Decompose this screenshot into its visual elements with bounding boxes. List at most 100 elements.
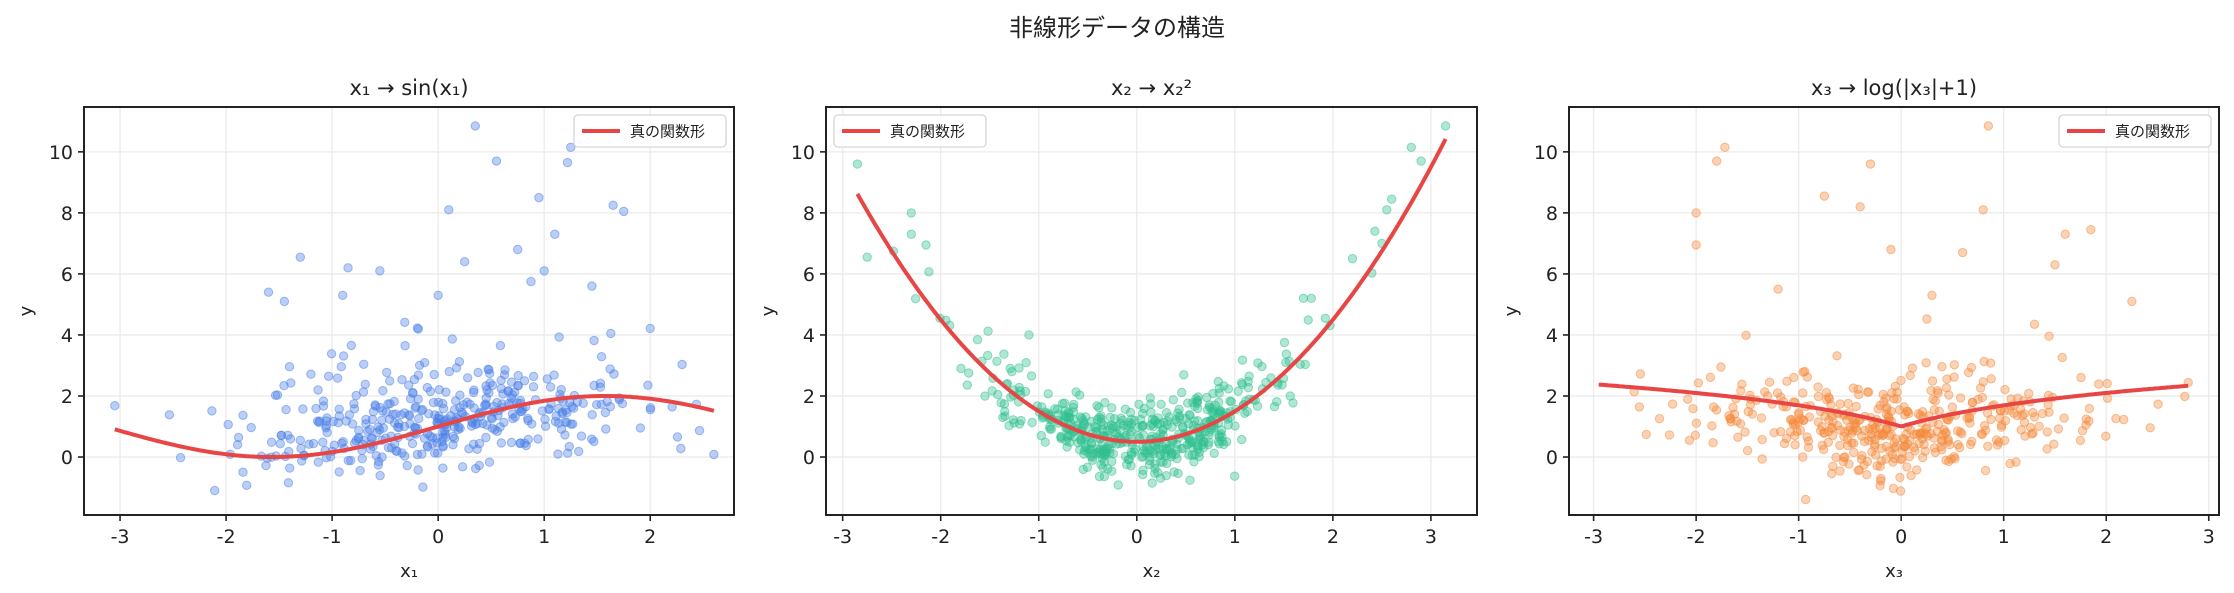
- data-point: [2102, 393, 2113, 403]
- data-point: [1705, 372, 1716, 382]
- data-point: [1155, 473, 1166, 483]
- data-point: [1084, 444, 1094, 455]
- data-point: [1890, 454, 1900, 464]
- data-point: [1732, 416, 1742, 426]
- data-point: [1913, 409, 1924, 419]
- x-tick-label: -3: [111, 526, 130, 548]
- axes-frame: [1568, 106, 2220, 516]
- data-point: [2024, 388, 2034, 399]
- data-point: [318, 437, 328, 447]
- data-point: [444, 366, 454, 377]
- subplot-2: -3 -2 -1 0 1 2 3 0 2 4 6 8 10 x₂ → x₂² x₂ y 真の関数形: [758, 76, 1478, 582]
- data-point: [1795, 425, 1806, 436]
- data-point: [562, 157, 573, 168]
- data-point: [1192, 398, 1202, 408]
- data-point: [1835, 399, 1845, 409]
- data-point: [1742, 445, 1753, 456]
- data-point: [1977, 392, 1988, 403]
- data-point: [1635, 369, 1646, 379]
- data-point: [1950, 454, 1960, 464]
- data-point: [1097, 424, 1107, 434]
- data-point: [1747, 409, 1758, 419]
- data-point: [413, 370, 424, 380]
- data-point: [495, 340, 506, 351]
- x-axis-label: x₂: [1143, 561, 1161, 582]
- data-point: [608, 200, 618, 210]
- y-tick-label: 8: [61, 203, 73, 225]
- data-point: [428, 397, 439, 408]
- data-point: [1440, 121, 1451, 131]
- data-point: [1856, 454, 1867, 464]
- x-tick-label: -2: [217, 526, 236, 548]
- data-point: [556, 384, 566, 395]
- data-point: [1897, 447, 1907, 457]
- data-point: [1300, 359, 1311, 370]
- x-tick-label: 0: [1131, 526, 1143, 548]
- data-point: [1075, 390, 1085, 400]
- data-point: [1086, 416, 1096, 427]
- data-point: [1756, 413, 1767, 423]
- data-point: [1146, 399, 1156, 409]
- data-point: [1848, 383, 1859, 393]
- data-point: [1963, 367, 1974, 378]
- data-point: [314, 417, 324, 428]
- data-point: [1222, 437, 1232, 447]
- data-point: [1691, 418, 1702, 428]
- data-point: [296, 443, 306, 454]
- data-point: [1819, 428, 1829, 438]
- data-point: [1919, 439, 1929, 450]
- data-point: [1027, 417, 1037, 428]
- data-point: [1896, 375, 1906, 386]
- data-point: [2034, 421, 2044, 431]
- legend-box: [573, 114, 727, 148]
- subplot-title: x₃ → log(|x₃|+1): [1811, 76, 1977, 101]
- data-point: [540, 414, 550, 424]
- data-point: [609, 369, 619, 379]
- data-point: [1187, 436, 1197, 446]
- legend: 真の関数形: [833, 114, 987, 148]
- data-point: [1320, 313, 1331, 323]
- data-point: [1172, 444, 1182, 455]
- data-point: [422, 442, 433, 452]
- data-point: [1164, 445, 1174, 456]
- data-point: [553, 449, 563, 459]
- data-point: [1272, 397, 1282, 407]
- y-tick-label: 2: [1546, 386, 1558, 408]
- grid-lines: [84, 107, 734, 515]
- legend-label: 真の関数形: [630, 123, 705, 141]
- data-point: [499, 370, 510, 380]
- data-point: [1230, 421, 1240, 431]
- data-point: [470, 121, 480, 131]
- data-point: [2050, 260, 2060, 270]
- data-point: [466, 421, 477, 431]
- data-point: [207, 406, 217, 416]
- data-point: [1876, 473, 1886, 484]
- data-point: [1117, 415, 1128, 426]
- data-point: [972, 335, 983, 345]
- data-point: [566, 142, 576, 152]
- data-point: [1707, 421, 1717, 431]
- data-point: [1790, 440, 1800, 450]
- data-point: [1043, 389, 1053, 399]
- data-point: [1015, 386, 1025, 396]
- data-point: [1773, 284, 1783, 294]
- data-point: [487, 413, 497, 424]
- data-point: [1138, 451, 1148, 461]
- data-point: [1983, 441, 1993, 451]
- data-point: [438, 463, 448, 473]
- data-point: [537, 406, 547, 416]
- data-point: [1728, 402, 1738, 413]
- data-point: [992, 356, 1002, 366]
- true-function-curve: [855, 138, 1448, 444]
- subplot-title: x₂ → x₂²: [1111, 76, 1192, 100]
- data-point: [1107, 403, 1117, 413]
- data-point: [578, 398, 588, 408]
- data-point: [1835, 425, 1845, 435]
- data-point: [2086, 224, 2096, 235]
- data-point: [1899, 434, 1910, 445]
- data-point: [2000, 384, 2010, 395]
- data-point: [587, 281, 597, 291]
- data-point: [414, 360, 425, 370]
- data-point: [1785, 427, 1796, 437]
- data-point: [1240, 408, 1250, 418]
